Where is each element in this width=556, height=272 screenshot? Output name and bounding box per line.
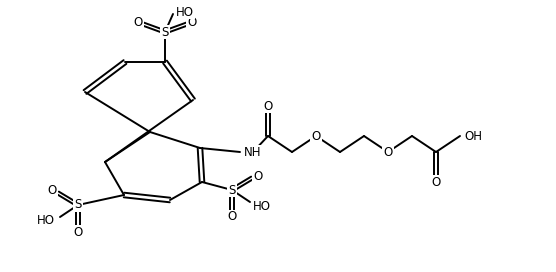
Text: NH: NH	[244, 146, 261, 159]
Text: O: O	[187, 17, 197, 29]
Text: O: O	[311, 129, 321, 143]
Text: O: O	[133, 17, 143, 29]
Text: S: S	[229, 184, 236, 196]
Text: O: O	[73, 225, 83, 239]
Text: O: O	[227, 211, 237, 224]
Text: O: O	[254, 169, 262, 183]
Text: S: S	[75, 199, 82, 212]
Text: O: O	[431, 175, 440, 188]
Text: O: O	[47, 184, 57, 197]
Text: HO: HO	[37, 215, 55, 227]
Text: HO: HO	[176, 5, 194, 18]
Text: HO: HO	[253, 199, 271, 212]
Text: O: O	[384, 146, 393, 159]
Text: OH: OH	[464, 129, 482, 143]
Text: S: S	[161, 26, 168, 39]
Text: O: O	[264, 100, 272, 113]
